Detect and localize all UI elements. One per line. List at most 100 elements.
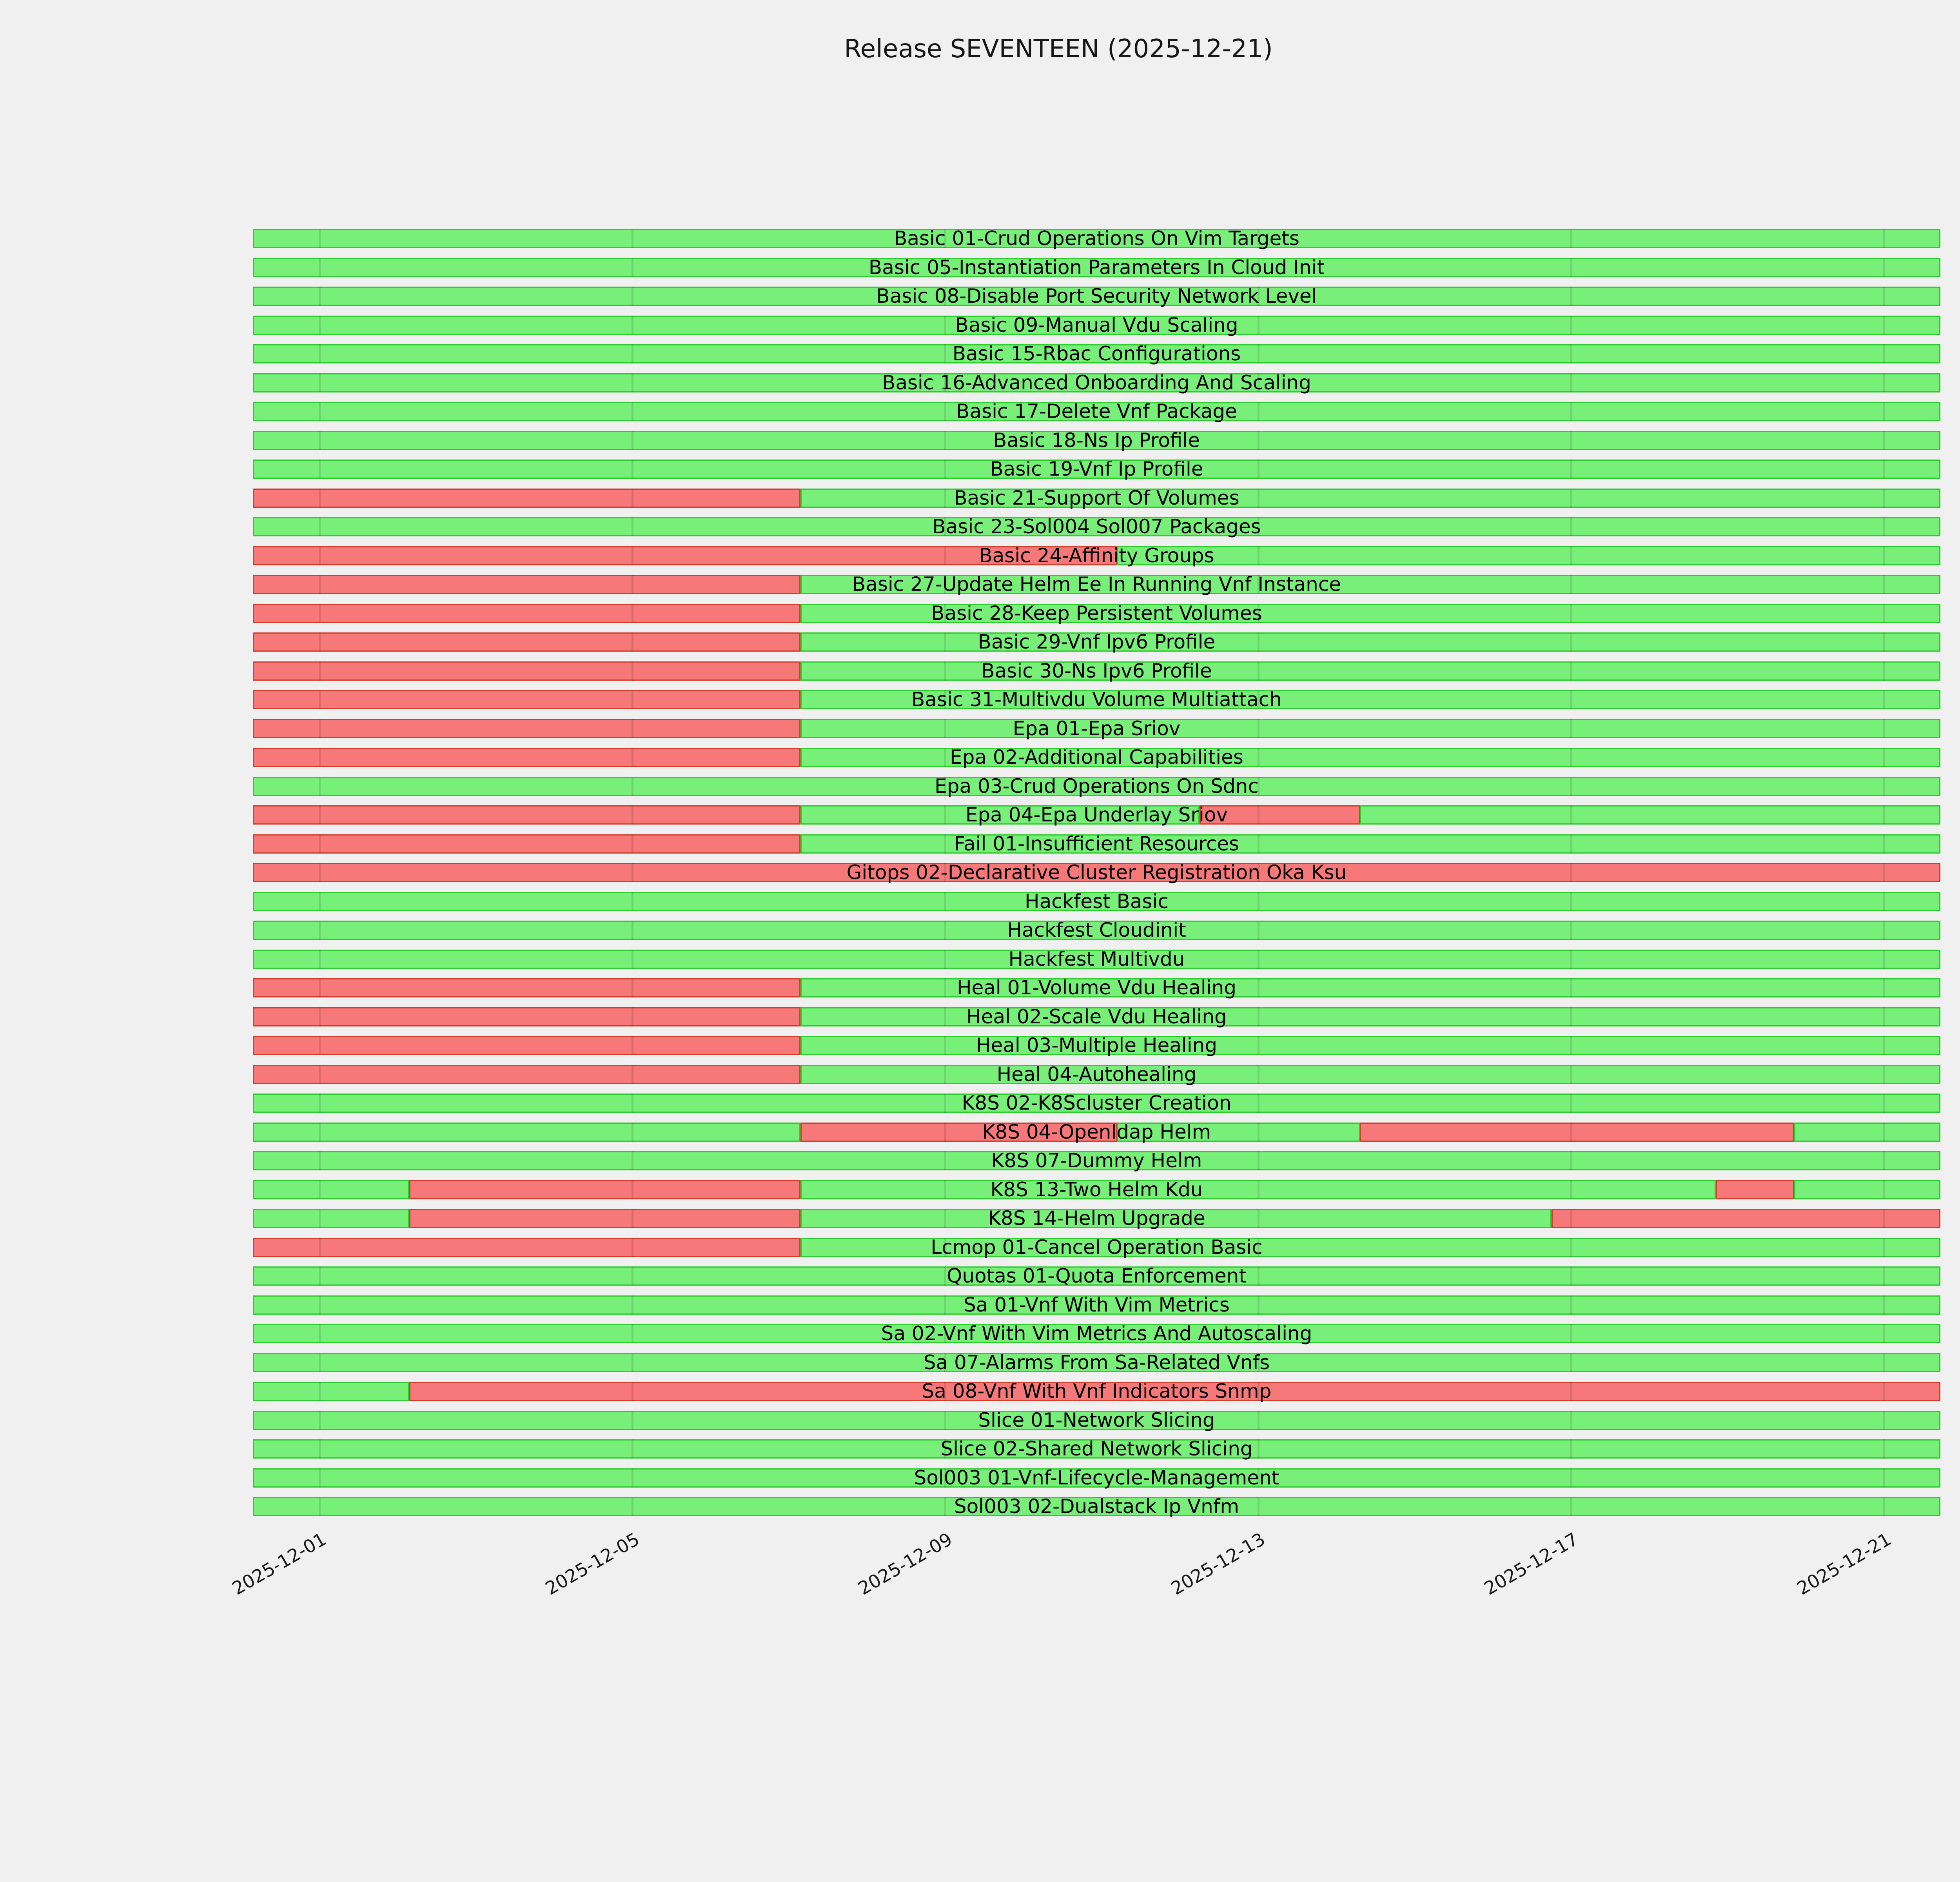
status-segment-pass [253, 1209, 410, 1228]
tick-gridline [944, 1209, 947, 1228]
gantt-row: Epa 03-Crud Operations On Sdnc [253, 774, 1940, 797]
tick-gridline [1883, 460, 1886, 479]
tick-gridline [1883, 1468, 1886, 1488]
tick-gridline [318, 575, 321, 594]
status-segment-pass [253, 1266, 1940, 1286]
row-label: Epa 01-Epa Sriov [1013, 717, 1181, 740]
tick-gridline [1883, 690, 1886, 709]
tick-gridline [944, 1266, 947, 1286]
tick-gridline [1257, 402, 1259, 421]
tick-gridline [1570, 892, 1572, 911]
status-segment-pass [800, 1065, 1940, 1084]
tick-gridline [631, 748, 633, 767]
status-segment-fail [1716, 1180, 1794, 1199]
tick-gridline [1883, 1353, 1886, 1372]
tick-gridline [1257, 748, 1259, 767]
tick-gridline [631, 1266, 633, 1286]
gantt-row: K8S 07-Dummy Helm [253, 1151, 1940, 1170]
tick-gridline [1570, 748, 1572, 767]
status-segment-fail [253, 719, 801, 738]
tick-gridline [1570, 921, 1572, 940]
row-label: Basic 05-Instantiation Parameters In Clo… [868, 256, 1325, 279]
tick-gridline [631, 1468, 633, 1488]
tick-gridline [631, 1094, 633, 1113]
tick-gridline [944, 805, 947, 825]
gantt-row: K8S 02-K8Scluster Creation [253, 1092, 1940, 1114]
tick-gridline [944, 1410, 947, 1430]
row-label: Basic 08-Disable Port Security Network L… [876, 285, 1317, 307]
tick-gridline [1883, 1237, 1886, 1257]
status-segment-pass [253, 258, 1940, 277]
tick-gridline [1883, 344, 1886, 363]
tick-gridline [1570, 315, 1572, 335]
status-segment-fail [253, 834, 801, 854]
tick-gridline [1883, 373, 1886, 392]
status-segment-pass [253, 287, 1940, 306]
status-segment-pass [800, 1209, 1552, 1228]
tick-gridline [1883, 315, 1886, 335]
gantt-row: Epa 02-Additional Capabilities [253, 747, 1940, 767]
tick-gridline [1570, 1209, 1572, 1228]
tick-gridline [1883, 834, 1886, 854]
gantt-row: Basic 31-Multivdu Volume Multiattach [253, 690, 1940, 709]
tick-gridline [1257, 1439, 1259, 1459]
tick-gridline [1570, 402, 1572, 421]
row-label: K8S 02-K8Scluster Creation [962, 1092, 1232, 1114]
status-segment-pass [253, 776, 1940, 796]
row-label: Basic 27-Update Helm Ee In Running Vnf I… [852, 573, 1341, 596]
tick-gridline [631, 1007, 633, 1026]
tick-gridline [944, 719, 947, 738]
tick-gridline [631, 1324, 633, 1343]
tick-gridline [944, 1151, 947, 1170]
tick-gridline [1257, 1295, 1259, 1315]
status-segment-pass [1117, 1122, 1360, 1142]
row-label: Epa 03-Crud Operations On Sdnc [935, 774, 1259, 797]
tick-gridline [1257, 344, 1259, 363]
tick-gridline [1570, 1468, 1572, 1488]
tick-gridline [318, 1122, 321, 1142]
tick-gridline [1257, 632, 1259, 652]
tick-gridline [1570, 1094, 1572, 1113]
tick-gridline [318, 834, 321, 854]
tick-gridline [944, 1353, 947, 1372]
gantt-row: Basic 24-Affinity Groups [253, 546, 1940, 565]
status-segment-fail [253, 603, 801, 623]
gantt-row: Heal 03-Multiple Healing [253, 1035, 1940, 1055]
tick-gridline [1570, 431, 1572, 450]
tick-gridline [1257, 661, 1259, 681]
tick-gridline [1883, 1497, 1886, 1516]
tick-gridline [1570, 690, 1572, 709]
tick-gridline [318, 1151, 321, 1170]
tick-gridline [1570, 1122, 1572, 1142]
tick-gridline [318, 546, 321, 565]
status-segment-pass [800, 1237, 1940, 1257]
tick-gridline [318, 863, 321, 882]
tick-gridline [1257, 1094, 1259, 1113]
tick-gridline [944, 603, 947, 623]
tick-gridline [318, 1036, 321, 1055]
tick-gridline [1883, 805, 1886, 825]
row-label: Quotas 01-Quota Enforcement [946, 1264, 1247, 1287]
tick-gridline [318, 690, 321, 709]
tick-gridline [318, 488, 321, 508]
tick-gridline [1570, 1237, 1572, 1257]
tick-gridline [1570, 1353, 1572, 1372]
row-label: Basic 29-Vnf Ipv6 Profile [978, 630, 1216, 653]
row-label: Hackfest Basic [1025, 890, 1169, 913]
row-label: Basic 30-Ns Ipv6 Profile [981, 659, 1212, 682]
status-segment-fail [409, 1382, 1940, 1401]
gantt-row: Hackfest Multivdu [253, 949, 1940, 969]
status-segment-pass [253, 1094, 1940, 1113]
tick-gridline [631, 315, 633, 335]
tick-gridline [1257, 258, 1259, 277]
tick-gridline [631, 517, 633, 536]
tick-gridline [1257, 1410, 1259, 1430]
row-label: Sol003 02-Dualstack Ip Vnfm [954, 1495, 1240, 1518]
tick-gridline [318, 748, 321, 767]
status-segment-fail [253, 488, 801, 508]
gantt-row: Heal 01-Volume Vdu Healing [253, 978, 1940, 997]
status-segment-fail [253, 1007, 801, 1026]
tick-gridline [631, 632, 633, 652]
row-label: K8S 14-Helm Upgrade [988, 1207, 1205, 1230]
tick-gridline [1257, 460, 1259, 479]
